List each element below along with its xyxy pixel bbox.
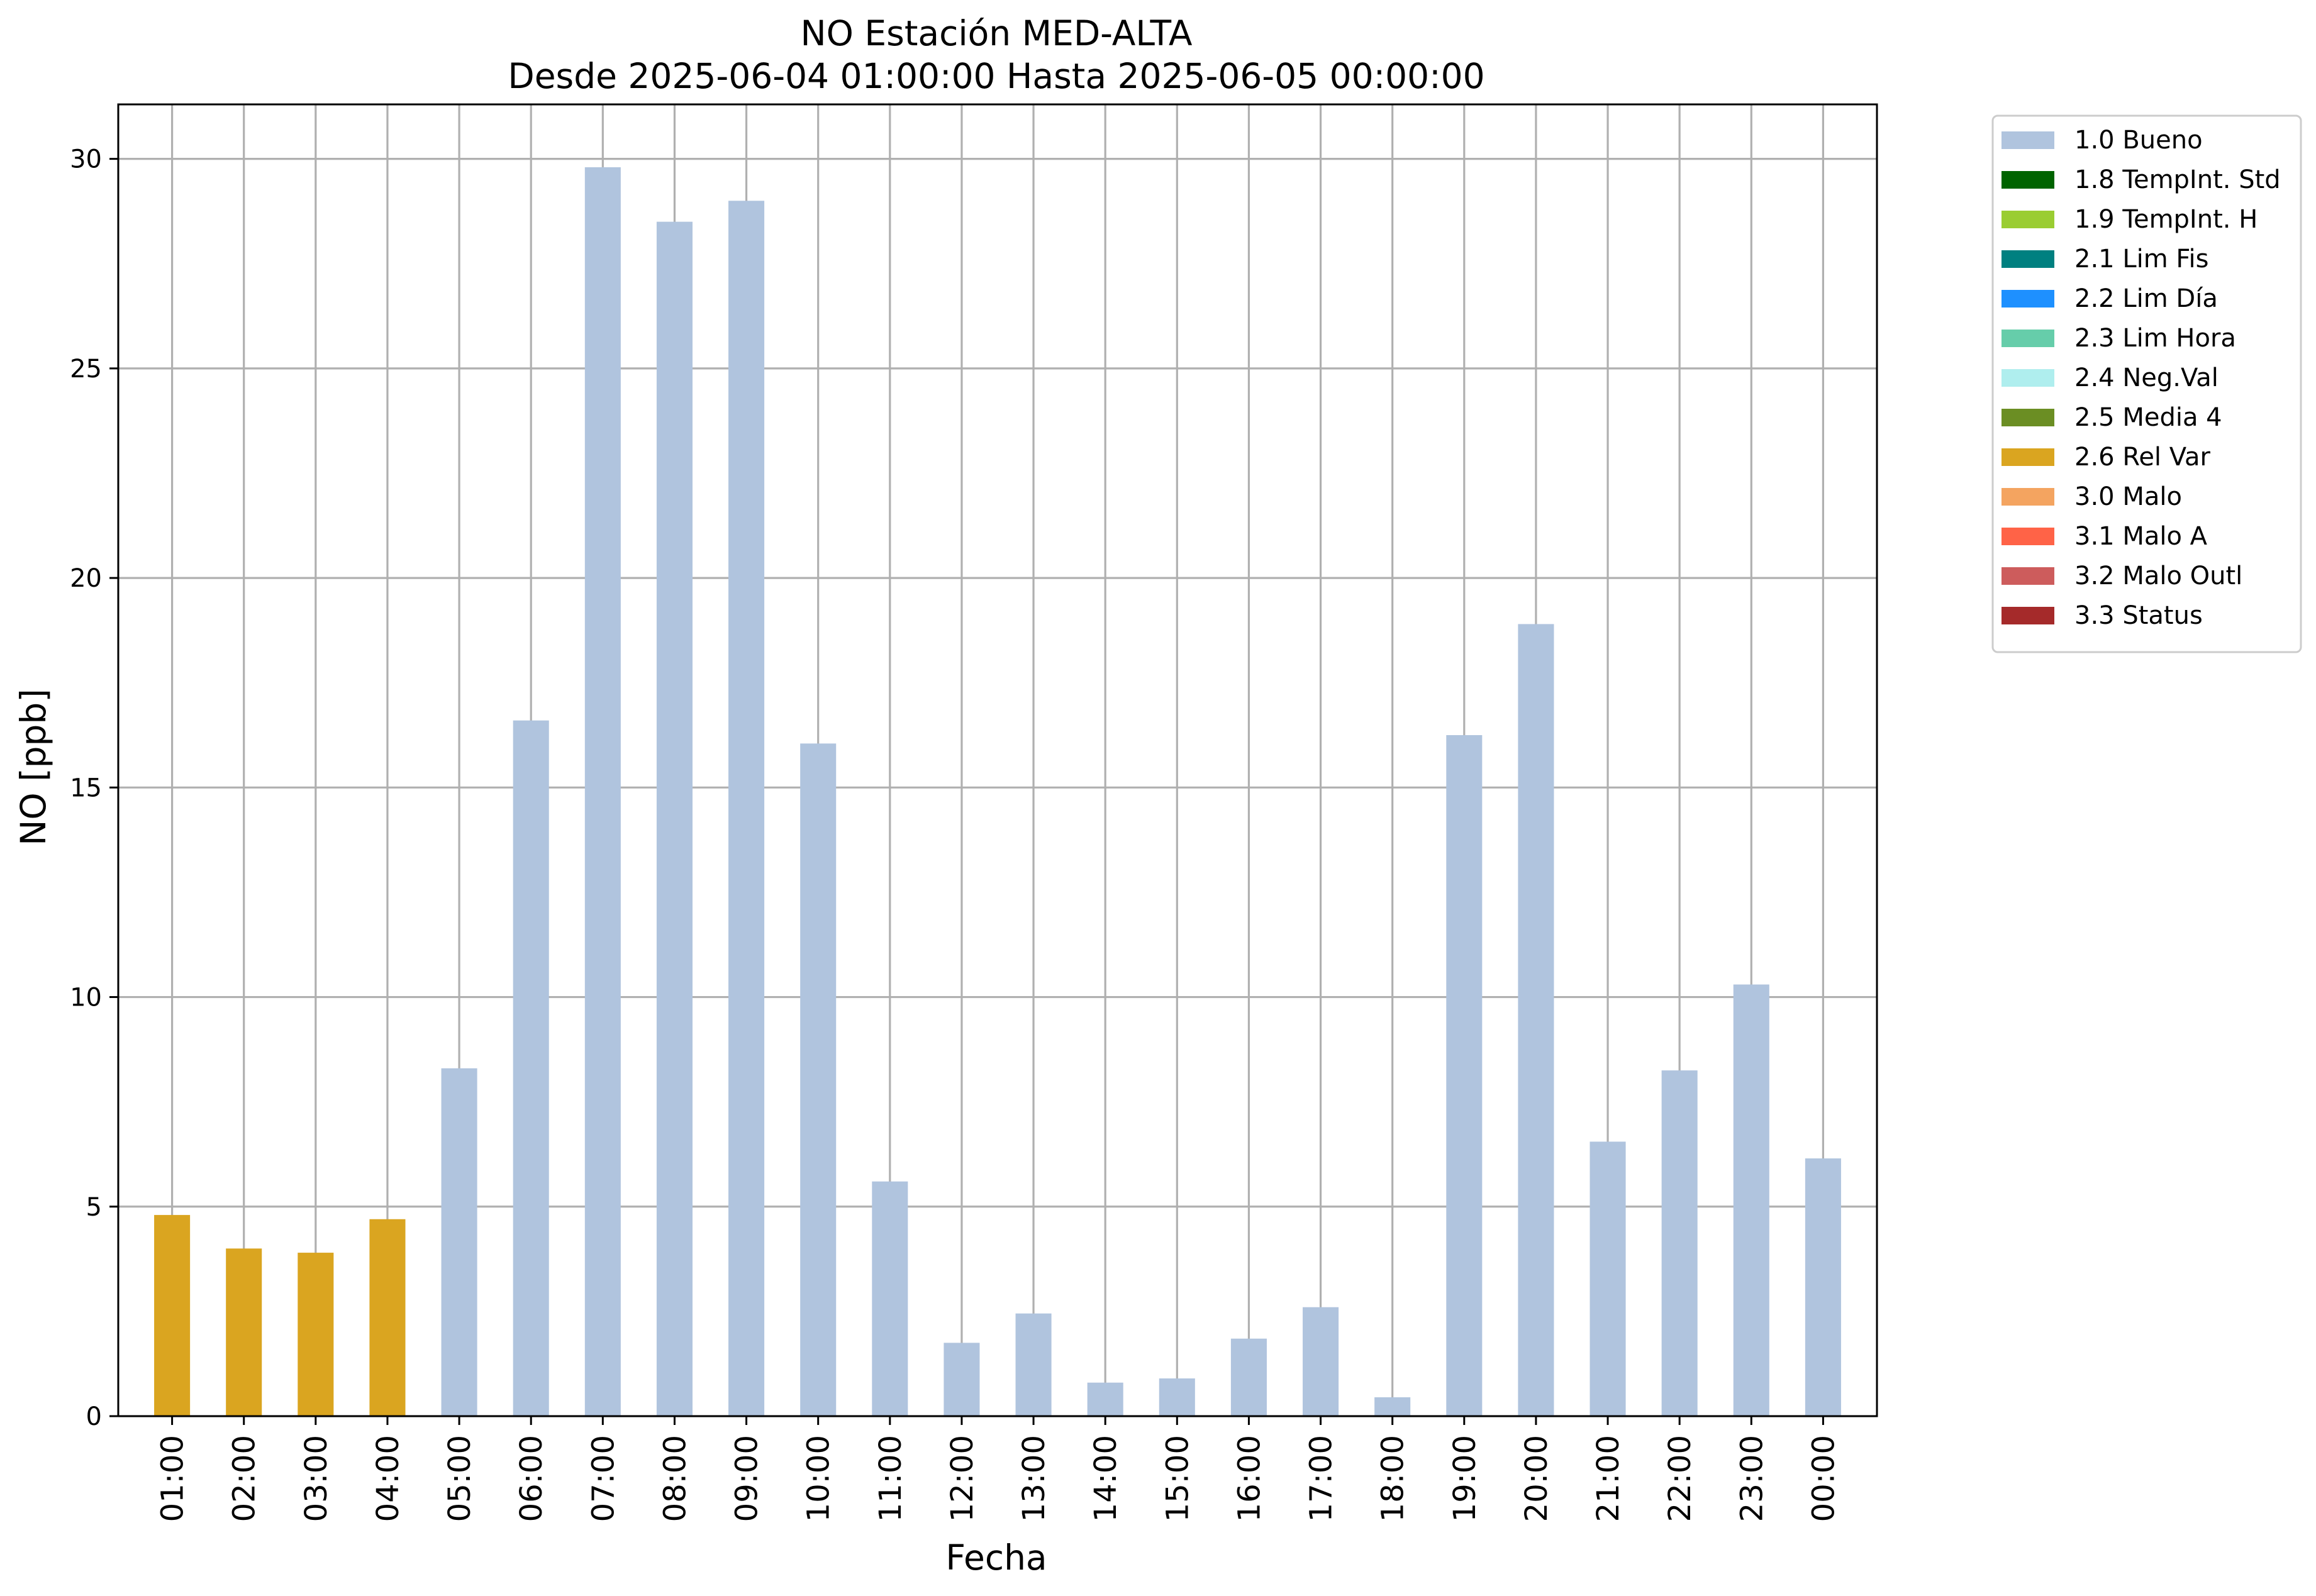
legend-swatch bbox=[2001, 131, 2054, 149]
legend-swatch bbox=[2001, 448, 2054, 466]
x-tick-label: 17:00 bbox=[1304, 1435, 1339, 1522]
legend: 1.0 Bueno 1.8 TempInt. Std 1.9 TempInt. H 2… bbox=[1991, 114, 2302, 653]
legend-swatch bbox=[2001, 528, 2054, 545]
x-tick-label: 00:00 bbox=[1806, 1435, 1841, 1522]
bar-21:00 bbox=[1589, 1141, 1626, 1416]
x-tick-label: 05:00 bbox=[442, 1435, 477, 1522]
bar-07:00 bbox=[584, 167, 621, 1417]
y-tick-label: 30 bbox=[70, 145, 102, 174]
y-tick-label: 15 bbox=[70, 773, 102, 802]
x-tick-label: 16:00 bbox=[1232, 1435, 1267, 1522]
legend-swatch bbox=[2001, 290, 2054, 308]
y-tick-label: 20 bbox=[70, 564, 102, 593]
legend-item-label: 2.1 Lim Fis bbox=[2074, 245, 2208, 274]
bar-04:00 bbox=[369, 1219, 406, 1416]
legend-box bbox=[1991, 114, 2302, 653]
x-tick-label: 07:00 bbox=[586, 1435, 621, 1522]
x-tick-label: 14:00 bbox=[1088, 1435, 1123, 1522]
legend-item-label: 1.0 Bueno bbox=[2074, 126, 2203, 155]
legend-item-label: 1.9 TempInt. H bbox=[2074, 205, 2258, 234]
legend-swatch bbox=[2001, 567, 2054, 585]
bar-17:00 bbox=[1303, 1307, 1339, 1416]
bar-05:00 bbox=[441, 1068, 477, 1416]
x-tick-label: 11:00 bbox=[873, 1435, 908, 1522]
legend-item-label: 3.1 Malo A bbox=[2074, 522, 2208, 551]
bar-02:00 bbox=[226, 1248, 262, 1416]
x-tick-label: 18:00 bbox=[1376, 1435, 1411, 1522]
bar-19:00 bbox=[1446, 735, 1483, 1416]
x-tick-label: 22:00 bbox=[1662, 1435, 1698, 1522]
x-tick-label: 19:00 bbox=[1447, 1435, 1483, 1522]
x-tick-label: 21:00 bbox=[1591, 1435, 1626, 1522]
chart-title: NO Estación MED-ALTA bbox=[801, 13, 1193, 53]
x-tick-label: 23:00 bbox=[1734, 1435, 1769, 1522]
bar-23:00 bbox=[1733, 984, 1769, 1416]
bar-15:00 bbox=[1159, 1378, 1195, 1416]
legend-item-label: 1.8 TempInt. Std bbox=[2074, 165, 2281, 194]
legend-swatch bbox=[2001, 171, 2054, 189]
x-tick-label: 10:00 bbox=[801, 1435, 837, 1522]
x-tick-label: 06:00 bbox=[514, 1435, 549, 1522]
bar-00:00 bbox=[1805, 1158, 1841, 1416]
bar-08:00 bbox=[656, 221, 693, 1416]
bar-18:00 bbox=[1374, 1397, 1411, 1416]
legend-item-label: 2.5 Media 4 bbox=[2074, 403, 2222, 432]
bar-01:00 bbox=[154, 1215, 191, 1416]
legend-swatch bbox=[2001, 211, 2054, 228]
x-tick-label: 15:00 bbox=[1160, 1435, 1195, 1522]
legend-item-label: 2.6 Rel Var bbox=[2074, 443, 2211, 472]
y-tick-label: 0 bbox=[86, 1402, 102, 1431]
legend-swatch bbox=[2001, 250, 2054, 268]
chart-subtitle: Desde 2025-06-04 01:00:00 Hasta 2025-06-… bbox=[508, 56, 1484, 96]
bar-12:00 bbox=[944, 1343, 980, 1416]
bar-06:00 bbox=[513, 720, 549, 1416]
legend-item-label: 3.2 Malo Outl bbox=[2074, 562, 2242, 590]
y-tick-label: 5 bbox=[86, 1193, 102, 1222]
legend-swatch bbox=[2001, 409, 2054, 426]
y-tick-label: 10 bbox=[70, 984, 102, 1012]
legend-swatch bbox=[2001, 330, 2054, 347]
legend-item-label: 3.3 Status bbox=[2074, 601, 2203, 630]
y-tick-label: 25 bbox=[70, 355, 102, 384]
legend-item-label: 2.4 Neg.Val bbox=[2074, 363, 2219, 392]
axes: 0 5 10 15 20 25 30 01:00 02:00 03:00 04:00 05:00 06:… bbox=[70, 103, 1878, 1522]
y-axis-label: NO [ppb] bbox=[13, 689, 53, 846]
bar-11:00 bbox=[872, 1181, 908, 1416]
x-tick-label: 13:00 bbox=[1016, 1435, 1052, 1522]
legend-swatch bbox=[2001, 369, 2054, 387]
bar-10:00 bbox=[800, 743, 837, 1416]
x-tick-label: 08:00 bbox=[657, 1435, 693, 1522]
bars bbox=[154, 167, 1841, 1417]
legend-swatch bbox=[2001, 607, 2054, 624]
x-tick-label: 12:00 bbox=[945, 1435, 980, 1522]
plot-frame bbox=[117, 103, 1878, 1417]
legend-item-label: 2.2 Lim Día bbox=[2074, 284, 2218, 313]
x-tick-label: 01:00 bbox=[155, 1435, 191, 1522]
bar-20:00 bbox=[1518, 624, 1554, 1416]
legend-item-label: 2.3 Lim Hora bbox=[2074, 324, 2236, 353]
x-tick-label: 20:00 bbox=[1519, 1435, 1554, 1522]
bar-13:00 bbox=[1015, 1313, 1052, 1416]
bar-14:00 bbox=[1087, 1382, 1123, 1416]
x-tick-label: 03:00 bbox=[299, 1435, 334, 1522]
bar-09:00 bbox=[728, 201, 765, 1417]
bar-22:00 bbox=[1661, 1070, 1698, 1416]
bar-16:00 bbox=[1230, 1338, 1267, 1416]
x-tick-label: 04:00 bbox=[370, 1435, 406, 1522]
legend-item-label: 3.0 Malo bbox=[2074, 482, 2182, 511]
x-tick-label: 09:00 bbox=[730, 1435, 765, 1522]
legend-swatch bbox=[2001, 488, 2054, 506]
bar-03:00 bbox=[298, 1253, 334, 1416]
x-tick-label: 02:00 bbox=[227, 1435, 262, 1522]
x-axis-label: Fecha bbox=[945, 1538, 1047, 1578]
